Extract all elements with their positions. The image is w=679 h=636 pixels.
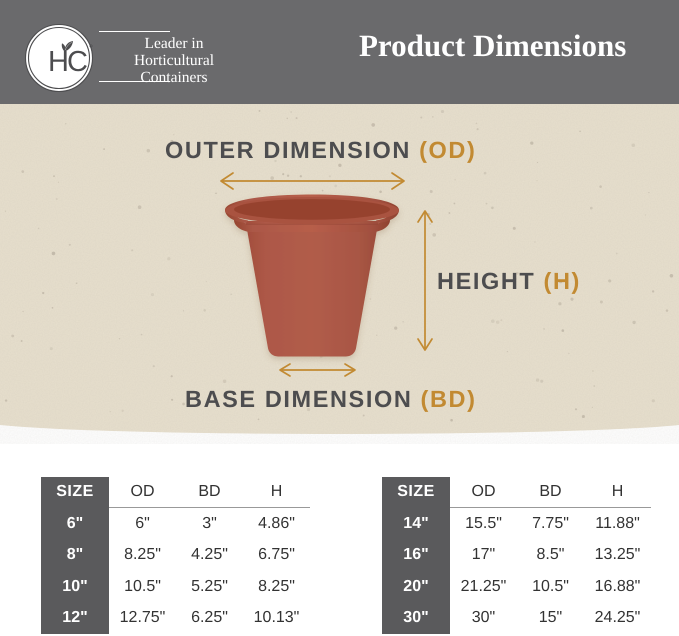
- svg-text:BASE DIMENSION (BD): BASE DIMENSION (BD): [185, 386, 477, 412]
- svg-text:OUTER DIMENSION (OD): OUTER DIMENSION (OD): [165, 137, 476, 163]
- svg-text:HEIGHT (H): HEIGHT (H): [437, 268, 581, 294]
